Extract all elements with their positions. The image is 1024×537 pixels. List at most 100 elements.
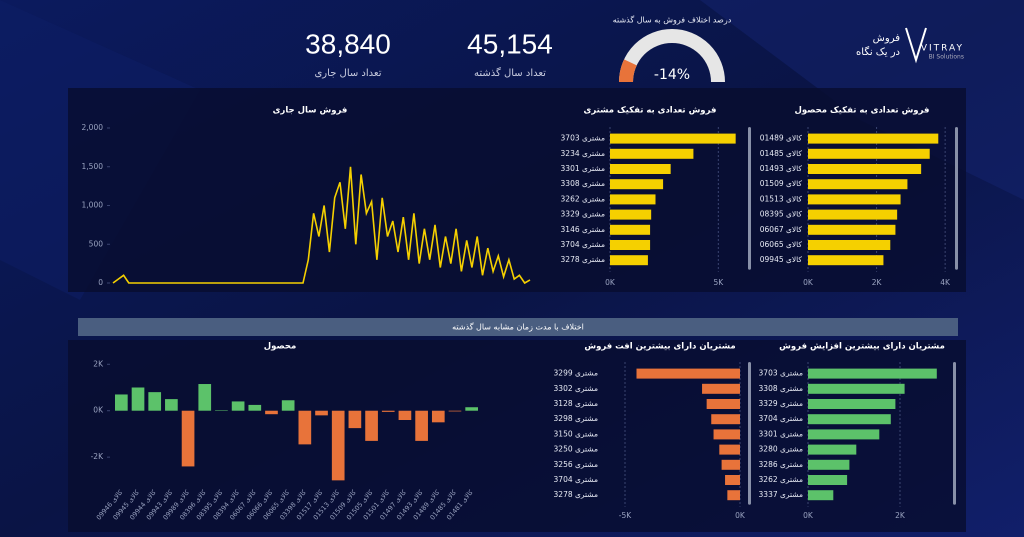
kpi-value: 45,154: [467, 28, 553, 59]
bar: [415, 410, 428, 441]
bar: [808, 399, 896, 409]
y-tick-label: مشتری 3302: [554, 384, 598, 393]
x-tick-label: 0K: [605, 278, 616, 287]
y-tick-label: مشتری 3704: [554, 475, 598, 484]
x-tick-label: 0K: [803, 511, 814, 520]
brand-sub: BI Solutions: [929, 54, 964, 61]
bar: [727, 490, 740, 501]
y-tick-label: مشتری 3146: [561, 225, 605, 234]
y-tick-label: مشتری 3308: [561, 179, 605, 188]
x-tick-label: 4K: [940, 278, 951, 287]
y-tick-label: مشتری 3262: [561, 194, 605, 203]
bar: [165, 399, 178, 411]
banner: [78, 318, 958, 336]
y-tick-label: مشتری 3704: [759, 414, 803, 423]
y-tick-label: 2,000: [82, 123, 104, 132]
bar: [215, 410, 228, 411]
y-tick-label: مشتری 3280: [759, 445, 803, 454]
bar: [711, 414, 740, 425]
y-tick-label: 0K: [93, 406, 104, 415]
y-tick-label: کالای 01485: [760, 149, 803, 158]
y-tick-label: مشتری 3262: [759, 475, 803, 484]
bar: [808, 209, 898, 220]
bar: [808, 429, 880, 440]
y-tick-label: کالای 01489: [760, 134, 803, 143]
bar: [719, 444, 740, 455]
bar: [331, 410, 345, 481]
y-tick-label: -2K: [91, 452, 104, 461]
bar: [448, 410, 462, 412]
x-tick-label: 0K: [735, 511, 746, 520]
brand: VITRAY: [921, 44, 964, 54]
bar: [181, 410, 195, 467]
x-tick-label: 0K: [803, 278, 814, 287]
y-tick-label: کالای 01509: [760, 179, 803, 188]
kpi-label: تعداد سال جاری: [314, 68, 381, 79]
bar: [713, 429, 740, 440]
y-tick-label: مشتری 3329: [561, 210, 605, 219]
y-tick-label: مشتری 3703: [759, 369, 803, 378]
bar: [808, 444, 857, 455]
bar: [808, 368, 937, 379]
y-tick-label: 2K: [93, 359, 104, 368]
scrollbar: [955, 127, 958, 270]
bar: [231, 401, 245, 411]
y-tick-label: مشتری 3329: [759, 399, 803, 408]
bar: [808, 490, 834, 501]
y-tick-label: کالای 08395: [760, 210, 803, 219]
x-tick-label: 5K: [713, 278, 724, 287]
y-tick-label: مشتری 3128: [554, 399, 598, 408]
y-tick-label: 1,500: [82, 162, 104, 171]
y-tick-label: کالای 06065: [760, 240, 803, 249]
bar: [315, 410, 328, 416]
bar: [721, 459, 740, 470]
y-tick-label: مشتری 3308: [759, 384, 803, 393]
gauge-value: -14%: [654, 67, 690, 83]
bar: [281, 400, 295, 411]
bar: [610, 164, 671, 174]
x-tick-label: 2K: [895, 511, 906, 520]
bar: [725, 475, 740, 485]
x-tick-label: -5K: [619, 511, 632, 520]
y-tick-label: 1,000: [82, 201, 104, 210]
bar: [431, 410, 445, 423]
scrollbar: [748, 127, 751, 270]
bar: [636, 368, 740, 379]
page-title: فروش: [873, 33, 901, 44]
bar: [348, 410, 362, 429]
bar: [381, 410, 395, 412]
y-tick-label: مشتری 3286: [759, 460, 803, 469]
scrollbar: [748, 362, 751, 505]
kpi-label: تعداد سال گذشته: [474, 67, 546, 79]
y-tick-label: مشتری 3301: [561, 164, 605, 173]
bar: [131, 387, 145, 411]
bar: [610, 224, 651, 235]
gauge-track: [619, 29, 725, 83]
bar: [808, 459, 850, 470]
bar: [198, 384, 212, 411]
bar: [610, 194, 656, 205]
y-tick-label: کالای 06067: [760, 225, 803, 234]
y-tick-label: کالای 01513: [760, 194, 803, 203]
gauge-fill: [619, 59, 637, 83]
y-tick-label: 0: [98, 278, 103, 287]
chart-title: فروش سال جاری: [273, 106, 348, 116]
y-tick-label: مشتری 3704: [561, 240, 605, 249]
chart-title: محصول: [264, 342, 296, 352]
bar: [808, 475, 848, 485]
bar: [808, 414, 891, 425]
bar: [610, 255, 648, 266]
bar: [248, 404, 262, 411]
y-tick-label: 500: [89, 239, 104, 248]
bar: [808, 179, 908, 190]
chart-title: فروش تعدادی به تفکیک محصول: [795, 106, 930, 116]
bar: [808, 255, 884, 266]
y-tick-label: مشتری 3278: [561, 255, 605, 264]
y-tick-label: کالای 01493: [760, 164, 803, 173]
bar: [706, 399, 740, 409]
scrollbar: [953, 362, 956, 505]
bar: [808, 164, 922, 174]
bar: [148, 392, 162, 411]
bar: [610, 133, 736, 144]
